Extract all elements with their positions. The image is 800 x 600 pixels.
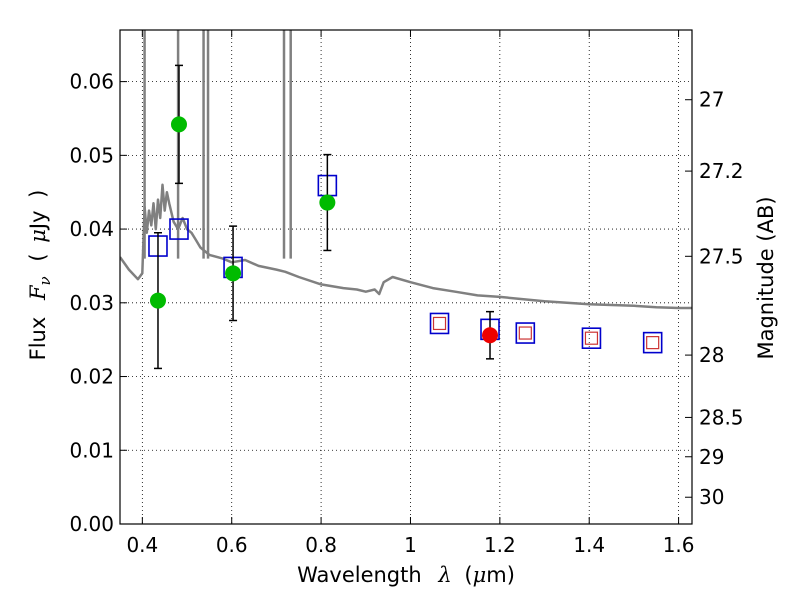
model-box-blue xyxy=(515,322,536,344)
y2-tick-label: 27 xyxy=(699,88,724,112)
model-sed-line xyxy=(120,183,692,310)
x-axis-title-unit-mu: μ xyxy=(473,563,487,587)
x-axis-title: Wavelength λ (μm) xyxy=(297,563,515,587)
y-axis-title-unit-open: ( xyxy=(26,253,50,261)
y-tick-label: 0.00 xyxy=(69,512,114,536)
y-tick-label: 0.05 xyxy=(69,143,114,167)
y-axis-title-symbol: F xyxy=(26,284,50,301)
model-box-red xyxy=(518,326,532,340)
observed-red-point xyxy=(482,327,499,344)
observed-green-point xyxy=(170,116,187,133)
y-tick-label: 0.01 xyxy=(69,438,114,462)
ticks: 0.4 0.6 0.8 1 1.2 1.4 1.6 0.00 0.01 0.02 0.03 0.04 0… xyxy=(69,30,744,557)
observed-green-point xyxy=(149,292,166,309)
y-tick-label: 0.04 xyxy=(69,217,114,241)
grid xyxy=(120,30,692,524)
y-axis-title-unit-rest: Jy xyxy=(26,210,50,231)
y-axis-title-prefix: Flux xyxy=(26,317,50,361)
y-tick-label: 0.02 xyxy=(69,365,114,389)
observed-green-point xyxy=(225,265,242,282)
y2-tick-label: 28 xyxy=(699,343,724,367)
model-box-blue xyxy=(169,218,189,240)
y-axis-title: Flux Fν ( μJy ) xyxy=(26,190,55,361)
y-axis-title-unit-close: ) xyxy=(26,190,50,198)
x-tick-label: 0.6 xyxy=(216,533,248,557)
x-axis-title-symbol: λ xyxy=(437,563,451,587)
model-box-red xyxy=(646,336,660,350)
y2-axis-title: Magnitude (AB) xyxy=(754,196,778,359)
x-tick-label: 0.8 xyxy=(305,533,337,557)
y-tick-label: 0.03 xyxy=(69,291,114,315)
plot-area xyxy=(120,30,692,370)
x-tick-label: 1.2 xyxy=(484,533,516,557)
x-axis-title-unit-rest: m) xyxy=(486,563,515,587)
y2-tick-label: 30 xyxy=(699,485,724,509)
x-tick-label: 1.4 xyxy=(573,533,605,557)
model-box-blue xyxy=(581,327,602,349)
x-tick-label: 1.6 xyxy=(663,533,695,557)
y2-tick-label: 27.5 xyxy=(699,244,744,268)
x-axis-title-unit-open: ( xyxy=(464,563,472,587)
observed-green-point xyxy=(319,194,336,211)
plot-frame xyxy=(119,29,693,525)
y-tick-label: 0.06 xyxy=(69,70,114,94)
x-tick-label: 1 xyxy=(404,533,417,557)
y-axis-title-unit-mu: μ xyxy=(26,229,50,243)
model-box-blue xyxy=(642,331,663,354)
model-box-red xyxy=(432,316,447,331)
y2-tick-label: 28.5 xyxy=(699,405,744,429)
model-box-red xyxy=(584,331,599,345)
y2-tick-label: 29 xyxy=(699,445,724,469)
y2-tick-label: 27.2 xyxy=(699,159,744,183)
x-tick-label: 0.4 xyxy=(126,533,158,557)
model-box-blue xyxy=(429,312,450,335)
x-axis-title-prefix: Wavelength xyxy=(297,563,422,587)
y-axis-title-subscript: ν xyxy=(36,276,54,285)
